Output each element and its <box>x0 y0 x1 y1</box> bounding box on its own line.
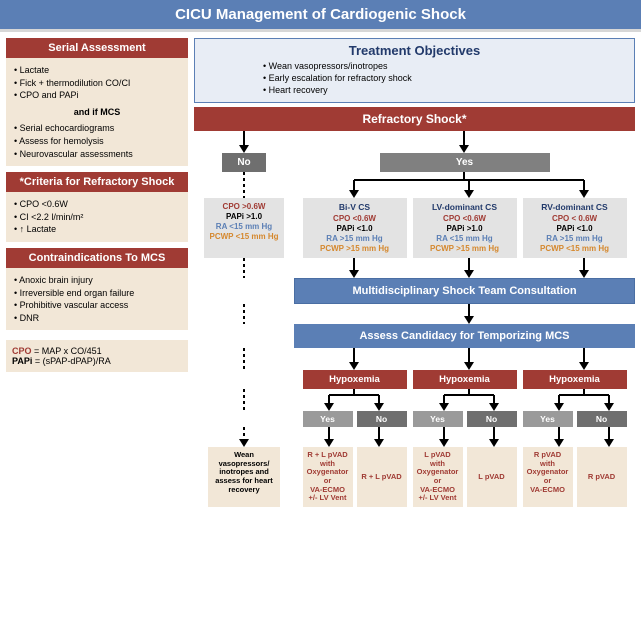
assess-bar: Assess Candidacy for Temporizing MCS <box>294 324 635 348</box>
yes-box: Yes <box>380 153 550 172</box>
serial-mid: and if MCS <box>74 107 121 117</box>
oly6: +/- LV Vent <box>416 494 460 503</box>
objectives-title: Treatment Objectives <box>203 43 626 58</box>
contra-l4: • DNR <box>14 312 180 325</box>
biv-d: PCWP >15 mm Hg <box>306 244 404 254</box>
hyp1: Hypoxemia <box>303 370 407 389</box>
rvd-t: RV-dominant CS <box>526 202 624 213</box>
obj2: • Early escalation for refractory shock <box>263 72 626 84</box>
connector-split <box>194 131 634 153</box>
refractory-bar: Refractory Shock* <box>194 107 635 131</box>
serial-l6: • Neurovascular assessments <box>14 148 180 161</box>
serial-body: • Lactate • Fick + thermodilution CO/CI … <box>6 58 188 166</box>
rvd-a: CPO < 0.6W <box>526 214 624 224</box>
lvd-d: PCWP >15 mm Hg <box>416 244 514 254</box>
connector-to-consult <box>194 258 634 278</box>
serial-l4: • Serial echocardiograms <box>14 122 180 135</box>
contra-hdr: Contraindications To MCS <box>6 248 188 268</box>
contra-l1: • Anoxic brain injury <box>14 274 180 287</box>
np-b: PAPi >1.0 <box>207 212 281 222</box>
out-lv-yes: L pVAD with Oxygenator or VA-ECMO +/- LV… <box>413 447 463 507</box>
contra-l2: • Irreversible end organ failure <box>14 287 180 300</box>
serial-l3: • CPO and PAPi <box>14 89 180 102</box>
out-biv-yes: R + L pVAD with Oxygenator or VA-ECMO +/… <box>303 447 353 507</box>
biv-box: Bi-V CS CPO <0.6W PAPi <1.0 RA >15 mm Hg… <box>303 198 407 258</box>
rvd-box: RV-dominant CS CPO < 0.6W PAPi <1.0 RA >… <box>523 198 627 258</box>
legend-box: CPO = MAP x CO/451 PAPi = (sPAP-dPAP)/RA <box>6 340 188 372</box>
h3-yes: Yes <box>523 411 573 427</box>
serial-l5: • Assess for hemolysis <box>14 135 180 148</box>
legend-cpo-r: = MAP x CO/451 <box>32 346 102 356</box>
h1-yes: Yes <box>303 411 353 427</box>
biv-t: Bi-V CS <box>306 202 404 213</box>
no-params: CPO >0.6W PAPi >1.0 RA <15 mm Hg PCWP <1… <box>204 198 284 258</box>
lvd-box: LV-dominant CS CPO <0.6W PAPi >1.0 RA <1… <box>413 198 517 258</box>
criteria-hdr: *Criteria for Refractory Shock <box>6 172 188 192</box>
left-col: Serial Assessment • Lactate • Fick + the… <box>6 38 188 507</box>
serial-hdr: Serial Assessment <box>6 38 188 58</box>
lvd-b: PAPi >1.0 <box>416 224 514 234</box>
hyp3: Hypoxemia <box>523 370 627 389</box>
serial-l2: • Fick + thermodilution CO/CI <box>14 77 180 90</box>
lvd-t: LV-dominant CS <box>416 202 514 213</box>
page-title: CICU Management of Cardiogenic Shock <box>0 0 641 32</box>
criteria-l2: • CI <2.2 l/min/m² <box>14 211 180 224</box>
h3-no: No <box>577 411 627 427</box>
biv-c: RA >15 mm Hg <box>306 234 404 244</box>
criteria-l1: • CPO <0.6W <box>14 198 180 211</box>
consult-bar: Multidisciplinary Shock Team Consultatio… <box>294 278 635 304</box>
lvd-a: CPO <0.6W <box>416 214 514 224</box>
criteria-body: • CPO <0.6W • CI <2.2 l/min/m² • ↑ Lacta… <box>6 192 188 242</box>
main-wrap: Serial Assessment • Lactate • Fick + the… <box>0 32 641 513</box>
connector-hyp-split <box>194 389 634 411</box>
np-a: CPO >0.6W <box>207 202 281 212</box>
criteria-l3: • ↑ Lactate <box>14 223 180 236</box>
h2-yes: Yes <box>413 411 463 427</box>
connector-consult-assess <box>194 304 634 324</box>
no-box: No <box>222 153 266 172</box>
out-rv-yes: R pVAD with Oxygenator or VA-ECMO <box>523 447 573 507</box>
np-c: RA <15 mm Hg <box>207 222 281 232</box>
legend-papi-r: = (sPAP-dPAP)/RA <box>32 356 110 366</box>
flowchart: Treatment Objectives • Wean vasopressors… <box>194 38 635 507</box>
obj1: • Wean vasopressors/inotropes <box>263 60 626 72</box>
connector-to-outcomes <box>194 427 634 447</box>
connector-yes-3 <box>194 172 634 198</box>
legend-cpo-l: CPO <box>12 346 32 356</box>
contra-l3: • Prohibitive vascular access <box>14 299 180 312</box>
objectives-box: Treatment Objectives • Wean vasopressors… <box>194 38 635 103</box>
hyp2: Hypoxemia <box>413 370 517 389</box>
serial-l1: • Lactate <box>14 64 180 77</box>
ow5: recovery <box>211 486 277 495</box>
rvd-c: RA >15 mm Hg <box>526 234 624 244</box>
rvd-b: PAPi <1.0 <box>526 224 624 234</box>
ory5: VA-ECMO <box>526 486 570 495</box>
connector-to-hyp <box>194 348 634 370</box>
rvd-d: PCWP <15 mm Hg <box>526 244 624 254</box>
oby6: +/- LV Vent <box>306 494 350 503</box>
obj3: • Heart recovery <box>263 84 626 96</box>
biv-a: CPO <0.6W <box>306 214 404 224</box>
out-biv-no: R + L pVAD <box>357 447 407 507</box>
biv-b: PAPi <1.0 <box>306 224 404 234</box>
h1-no: No <box>357 411 407 427</box>
out-lv-no: L pVAD <box>467 447 517 507</box>
h2-no: No <box>467 411 517 427</box>
legend-papi-l: PAPi <box>12 356 32 366</box>
lvd-c: RA <15 mm Hg <box>416 234 514 244</box>
out-wean: Wean vasopressors/ inotropes and assess … <box>208 447 280 507</box>
contra-body: • Anoxic brain injury • Irreversible end… <box>6 268 188 330</box>
np-d: PCWP <15 mm Hg <box>207 232 281 242</box>
out-rv-no: R pVAD <box>577 447 627 507</box>
